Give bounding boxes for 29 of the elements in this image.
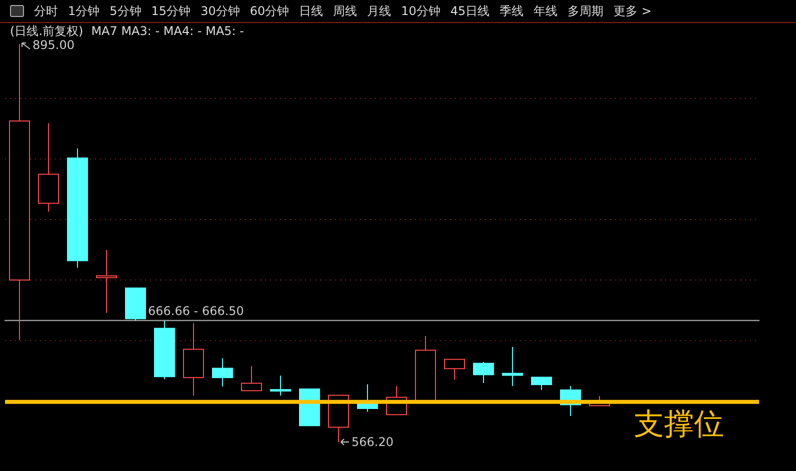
- annotation: 566.20: [352, 435, 394, 449]
- text: 30分钟: [200, 2, 240, 20]
- text: 月线: [367, 2, 392, 20]
- text: 45日线: [450, 2, 490, 20]
- annotation: 895.00: [32, 38, 74, 52]
- candlestick: [531, 376, 552, 390]
- candlestick: [444, 358, 465, 380]
- chart-subtitle: MA7 MA3: - MA4: - MA5: -: [91, 24, 244, 38]
- candlestick: [241, 365, 262, 392]
- text: 10分钟: [401, 2, 440, 20]
- text: 更多 >: [614, 2, 652, 20]
- text: 季线: [500, 2, 524, 20]
- chart-title: (日线.前复权): [10, 24, 84, 38]
- text: 5分钟: [110, 2, 142, 20]
- candlestick: [212, 358, 233, 388]
- candlestick: [96, 250, 117, 314]
- text: 多周期: [568, 2, 604, 20]
- text: 60分钟: [250, 2, 290, 20]
- ref-line-label: 支撑位: [634, 406, 724, 444]
- candlestick: [502, 346, 523, 386]
- candlestick: [473, 361, 494, 384]
- band-label: 666.66 - 666.50: [148, 304, 244, 318]
- text: 1分钟: [68, 2, 100, 20]
- text: 分时: [34, 2, 58, 20]
- text: 15分钟: [151, 2, 191, 20]
- text: 年线: [534, 2, 558, 20]
- text: 日线: [299, 2, 324, 20]
- candlestick: [270, 375, 291, 396]
- text: 周线: [333, 2, 358, 20]
